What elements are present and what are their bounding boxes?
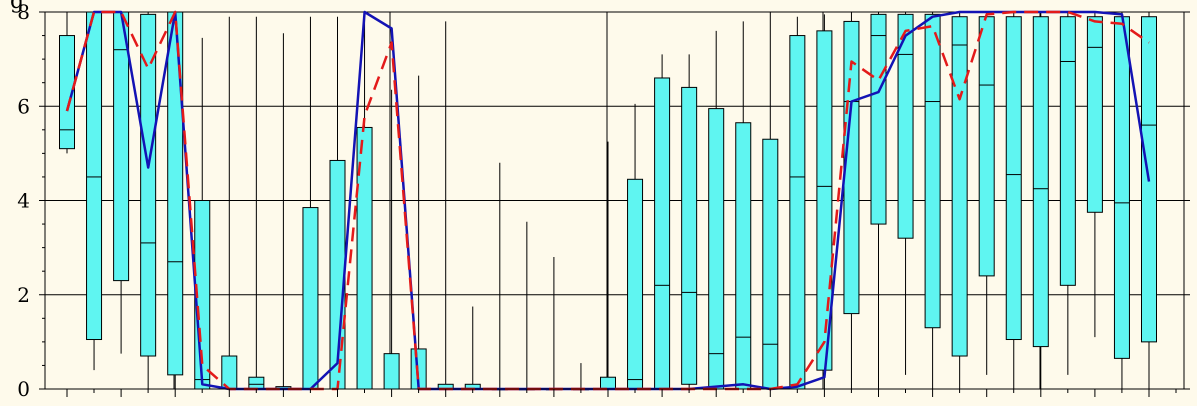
box-plot (978, 12, 995, 375)
chart-title-fragment: g (10, 0, 24, 14)
box-plot (762, 12, 779, 390)
box-plot (654, 54, 671, 390)
y-tick-label: 6 (17, 94, 30, 118)
box-body (59, 35, 75, 150)
box-body (140, 13, 157, 357)
box-plot (627, 103, 644, 390)
box-plot (86, 11, 103, 371)
y-tick-label: 0 (17, 377, 30, 401)
box-body (762, 138, 779, 390)
box-body (1005, 16, 1022, 341)
box-body (735, 122, 752, 390)
box-body (789, 35, 806, 390)
box-plot (1086, 12, 1103, 338)
box-plot (59, 12, 75, 154)
box-plot (735, 21, 752, 390)
box-body (383, 353, 400, 390)
box-body (248, 376, 265, 390)
box-body (924, 13, 941, 329)
box-plot (1059, 12, 1076, 375)
box-body (978, 16, 995, 277)
y-tick-label: 2 (17, 283, 30, 307)
title-layer: g (10, 0, 24, 14)
box-plot (140, 12, 157, 389)
box-body (1086, 16, 1103, 213)
axis-layer: 0 2 4 6 8 (17, 0, 1190, 401)
box-body (654, 77, 671, 390)
box-plot (789, 16, 806, 390)
box-body (1059, 16, 1076, 286)
box-body (1113, 16, 1130, 359)
box-body (86, 11, 103, 341)
box-plot (870, 12, 887, 389)
box-body (708, 108, 725, 390)
box-plot (1032, 12, 1049, 389)
box-body (951, 16, 968, 357)
box-plot (897, 12, 914, 375)
y-tick-label: 8 (17, 0, 30, 24)
box-body (1032, 16, 1049, 348)
box-body (681, 86, 698, 385)
box-plot (1113, 12, 1130, 389)
box-plot (1005, 12, 1022, 389)
box-plots (59, 11, 1157, 391)
box-body (302, 207, 319, 390)
box-plot (924, 12, 941, 389)
box-plot (1141, 12, 1157, 389)
y-tick-label: 4 (17, 189, 30, 213)
box-body (897, 13, 914, 239)
box-body (113, 11, 130, 282)
box-plot (681, 54, 698, 389)
box-plot (951, 12, 968, 389)
box-body (600, 376, 616, 390)
box-body (627, 178, 644, 390)
box-body (870, 13, 887, 225)
